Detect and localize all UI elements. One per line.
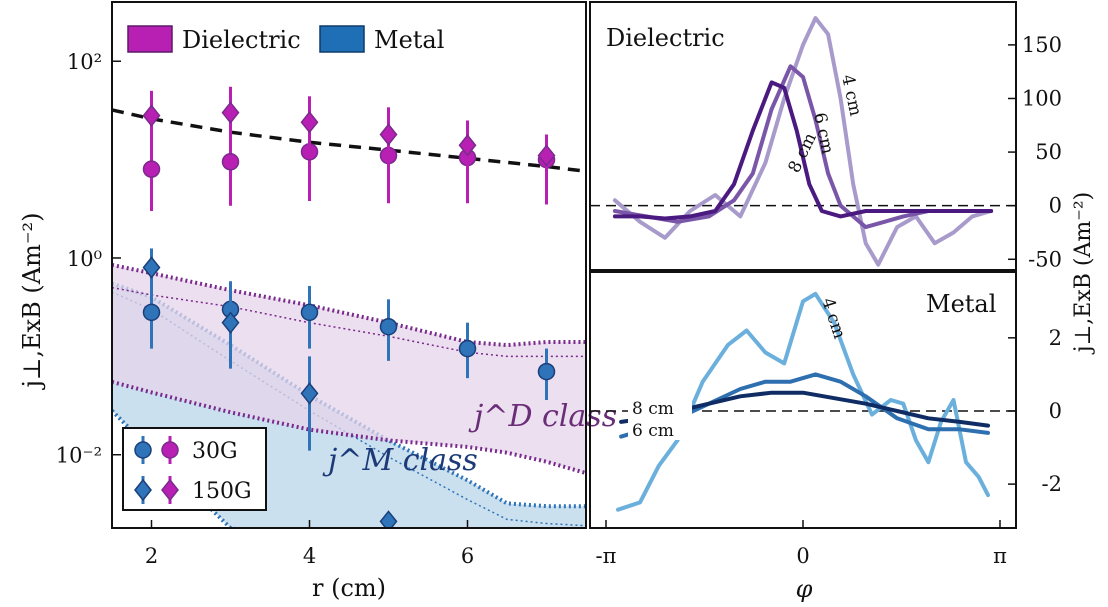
data-point-circle — [537, 362, 556, 381]
top-legend: Dielectric Metal — [127, 25, 444, 54]
data-point-diamond — [142, 104, 161, 127]
y-tick-label: 2 — [1049, 326, 1062, 350]
y-tick-label: 0 — [1049, 194, 1062, 218]
right-bottom-panel: Metal 2 0 -2 -π 0 π 4 cm 8 cm 6 cm j⊥,ExB (Am… — [589, 192, 1096, 603]
m-label-4cm: 4 cm — [817, 295, 849, 341]
x-tick-label: 4 — [303, 544, 316, 568]
left-axis-ticks: 2 4 6 10² 10⁰ 10⁻² — [56, 50, 474, 568]
left-panel: 2 4 6 10² 10⁰ 10⁻² j^D class j^M class Dielec… — [18, 1, 617, 602]
series-line-4cm — [612, 16, 994, 267]
metal-legend-label: Metal — [374, 26, 444, 54]
right-top-ticks: 150 100 50 0 -50 — [1008, 33, 1062, 271]
m-label-6cm: 6 cm — [632, 421, 674, 441]
data-point-circle — [142, 160, 161, 178]
data-point-diamond — [142, 256, 161, 279]
right-bottom-ticks: 2 0 -2 -π 0 π — [596, 326, 1062, 568]
m-label-bg — [628, 396, 692, 440]
right-ylabel: j⊥,ExB (Am⁻²) — [1071, 192, 1096, 355]
dielectric-legend-swatch — [127, 25, 173, 53]
data-point-diamond — [379, 123, 398, 146]
series-line-8cm — [612, 80, 994, 221]
x-tick-label: π — [993, 544, 1007, 568]
legend-150g-label: 150G — [192, 479, 252, 504]
data-point-diamond — [221, 101, 240, 124]
m-label-8cm: 8 cm — [632, 399, 674, 419]
data-point-diamond — [537, 144, 556, 167]
dielectric-lines — [612, 16, 994, 267]
data-point-diamond — [300, 111, 319, 134]
y-tick-label: 100 — [1022, 86, 1062, 110]
right-xlabel: φ — [796, 575, 813, 603]
y-tick-label: 150 — [1022, 33, 1062, 57]
x-tick-label: 2 — [145, 544, 158, 568]
dielectric-panel-title: Dielectric — [606, 24, 725, 52]
left-ylabel: j⊥,ExB (Am⁻²) — [18, 212, 46, 390]
left-axes-frame — [111, 1, 587, 529]
metal-band-label: j^M class — [322, 443, 478, 478]
y-tick-label: 10⁻² — [56, 444, 102, 468]
data-point-diamond — [458, 134, 477, 157]
bottom-legend: 30G 150G — [122, 427, 267, 511]
y-tick-label: 50 — [1035, 140, 1062, 164]
d-label-8cm: 8 cm — [785, 130, 821, 176]
x-tick-label: 6 — [461, 544, 474, 568]
data-point-circle — [142, 303, 161, 322]
legend-30g-metal-marker — [134, 441, 152, 459]
metal-panel-title: Metal — [926, 290, 996, 318]
x-tick-label: 0 — [796, 544, 809, 568]
left-xlabel: r (cm) — [312, 574, 386, 602]
dielectric-band-label: j^D class — [468, 399, 617, 434]
fit-curve — [112, 108, 586, 174]
y-tick-label: -50 — [1028, 247, 1062, 271]
data-point-diamond — [300, 382, 319, 405]
right-top-frame — [589, 1, 1017, 271]
data-point-circle — [458, 339, 477, 358]
legend-150g-metal-marker — [134, 478, 152, 502]
legend-150g-dielectric-marker — [161, 478, 179, 502]
series-line-4cm — [616, 291, 990, 512]
data-point-circle — [300, 303, 319, 322]
metal-legend-swatch — [319, 25, 365, 53]
y-tick-label: -2 — [1042, 472, 1062, 496]
y-tick-label: 10⁰ — [67, 247, 102, 271]
data-point-diamond — [379, 510, 398, 528]
data-point-circle — [379, 317, 398, 336]
legend-30g-label: 30G — [192, 439, 238, 464]
y-tick-label: 0 — [1049, 399, 1062, 423]
data-point-diamond — [221, 311, 240, 334]
data-points — [142, 86, 556, 528]
data-point-circle — [221, 153, 240, 171]
x-tick-label: -π — [596, 544, 617, 568]
y-tick-label: 10² — [67, 50, 102, 74]
dashed-fit-line — [112, 108, 586, 174]
dielectric-legend-label: Dielectric — [182, 26, 301, 54]
legend-30g-dielectric-marker — [161, 441, 179, 459]
